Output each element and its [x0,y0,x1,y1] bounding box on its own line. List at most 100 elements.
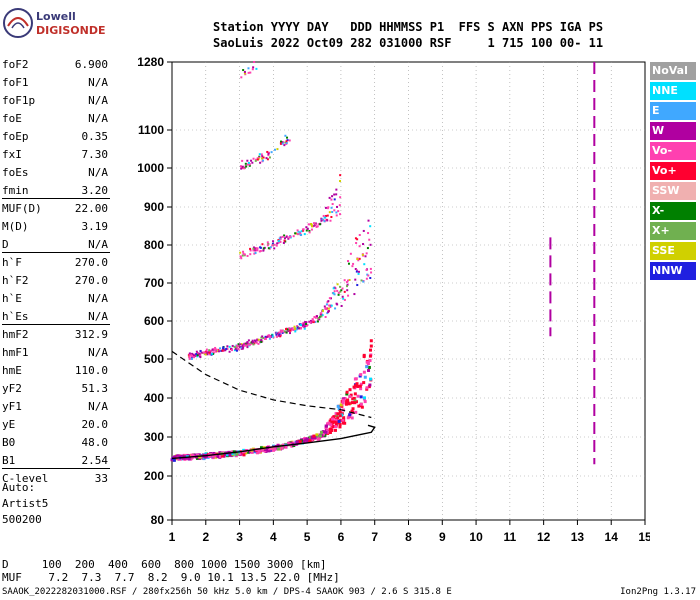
echo-point [324,426,328,430]
echo-point [188,357,191,360]
echo-point [319,315,322,318]
echo-point [292,328,295,331]
echo-point [242,69,245,72]
echo-point [337,293,340,296]
echo-point [264,335,267,338]
echo-point [365,365,369,369]
y-tick-label: 1000 [137,161,164,175]
echo-point [314,223,317,226]
echo-point [368,383,372,387]
echo-point [334,418,338,422]
echo-point [363,400,367,404]
echo-point [340,304,343,307]
echo-point [341,287,344,290]
echo-point [172,458,176,462]
echo-point [249,253,252,256]
echo-point [254,159,257,162]
echo-point [257,342,260,345]
echo-point [275,335,278,338]
echo-point [221,349,224,352]
muf-row: MUF 7.2 7.3 7.7 8.2 9.0 10.1 13.5 22.0 [… [2,571,340,584]
echo-point [266,334,269,337]
echo-point [330,206,333,209]
echo-point [259,250,262,253]
echo-point [355,382,359,386]
echo-point [302,321,305,324]
echo-point [251,161,254,164]
echo-point [328,430,332,434]
echo-point [333,209,336,212]
param-name: B0 [2,436,16,449]
echo-point [339,180,342,183]
echo-point [334,307,337,310]
param-value: 270.0 [74,256,108,269]
param-row: hmF1 N/A [2,344,110,362]
echo-point [282,241,285,244]
echo-point [310,436,314,440]
echo-point [256,158,259,161]
echo-point [333,198,336,201]
software-version: Ion2Png 1.3.17 [620,587,696,597]
logo-text-lowell: Lowell [36,10,76,23]
echo-point [202,351,205,354]
echo-point [351,265,354,268]
echo-point [345,285,348,288]
echo-point [246,159,249,162]
param-row: foF1p N/A [2,92,110,110]
echo-point [248,343,251,346]
echo-point [205,352,208,355]
echo-point [334,422,338,426]
echo-point [214,350,217,353]
echo-point [322,432,326,436]
legend-item-nnw: NNW [650,262,696,280]
header-line-2: SaoLuis 2022 Oct09 282 031000 RSF 1 715 … [213,36,604,50]
echo-point [259,246,262,249]
echo-point [276,242,279,245]
legend-item-nne: NNE [650,82,696,100]
echo-point [242,250,245,253]
param-name: h`F [2,256,22,269]
echo-point [252,66,255,69]
echo-point [250,342,253,345]
y-tick-label: 300 [144,430,164,444]
echo-point [252,157,255,160]
distance-row: D 100 200 400 600 800 1000 1500 3000 [km… [2,558,327,571]
echo-point [334,412,338,416]
echo-point [224,349,227,352]
echo-point [250,159,253,162]
echo-point [318,434,322,438]
echo-point [362,370,366,374]
echo-point [359,387,363,391]
echo-point [336,205,339,208]
echo-point [336,404,340,408]
echo-point [323,305,326,308]
echo-point [262,159,265,162]
echo-point [191,352,194,355]
param-row: foEp 0.35 [2,128,110,146]
echo-point [214,346,217,349]
echo-point [333,420,337,424]
echo-point [286,328,289,331]
logo-emblem-icon [3,8,33,38]
echo-point [296,326,299,329]
echo-point [369,276,372,279]
echo-point [249,71,252,74]
echo-point [285,328,288,331]
echo-point [330,198,333,201]
param-row: B1 2.54 [2,452,110,470]
echo-point [328,419,332,423]
echo-point [348,413,352,417]
param-value: 7.30 [81,148,109,161]
echo-point [313,222,316,225]
echo-point [338,423,342,427]
echo-point [369,225,372,228]
echo-point [341,295,344,298]
echo-point [327,421,331,425]
echo-point [273,148,276,151]
echo-point [358,257,361,260]
echo-point [328,297,331,300]
echo-point [241,165,244,168]
echo-point [340,413,344,417]
echo-point [267,242,270,245]
echo-point [308,320,311,323]
